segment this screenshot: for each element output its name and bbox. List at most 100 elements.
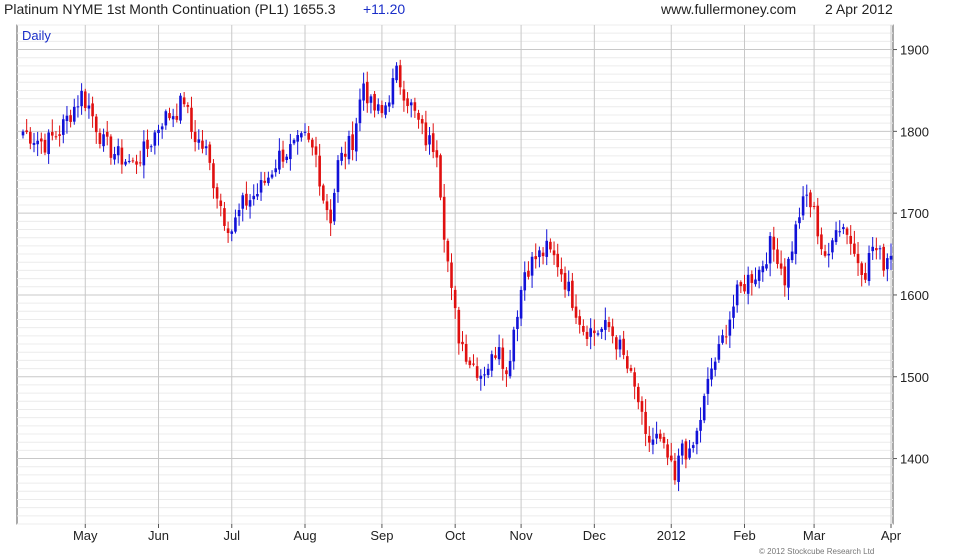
candle-body xyxy=(622,338,625,355)
candle-body xyxy=(713,361,717,370)
candle-body xyxy=(69,115,72,122)
website-label: www.fullermoney.com xyxy=(661,1,797,17)
y-tick-label: 1500 xyxy=(900,370,929,385)
candle-body xyxy=(549,241,552,250)
candle-body xyxy=(761,266,765,273)
candle-body xyxy=(468,360,472,366)
candle-body xyxy=(428,135,431,145)
candle-body xyxy=(765,264,768,269)
candle-body xyxy=(322,185,325,201)
candle-body xyxy=(677,455,680,482)
candle-body xyxy=(256,193,259,197)
candle-body xyxy=(680,443,684,456)
candle-body xyxy=(171,116,175,120)
candle-body xyxy=(658,433,662,439)
candle-body xyxy=(149,146,153,148)
y-tick-label: 1800 xyxy=(900,124,929,139)
candle-body xyxy=(864,272,867,280)
candle-body xyxy=(823,251,827,256)
candle-body xyxy=(219,200,223,207)
candle-body xyxy=(593,330,596,334)
candle-body xyxy=(190,107,193,132)
price-change: +11.20 xyxy=(363,1,406,17)
candle-body xyxy=(604,320,607,330)
candle-body xyxy=(179,95,182,121)
candle-body xyxy=(98,132,102,144)
x-tick-label: 2012 xyxy=(657,528,686,543)
candle-body xyxy=(457,309,461,344)
candle-body xyxy=(124,161,127,165)
candle-body xyxy=(109,136,113,158)
chart-header: Platinum NYME 1st Month Continuation (PL… xyxy=(0,0,980,24)
candle-body xyxy=(241,195,245,209)
x-tick-label: Jul xyxy=(223,528,240,543)
candle-body xyxy=(120,147,124,165)
candle-body xyxy=(867,253,871,282)
candle-body xyxy=(289,144,292,160)
candle-body xyxy=(362,83,365,101)
candle-body xyxy=(72,106,76,122)
candle-body xyxy=(640,401,644,412)
x-tick-label: Mar xyxy=(803,528,826,543)
candle-body xyxy=(878,248,882,250)
candle-body xyxy=(838,231,842,233)
candle-body xyxy=(768,236,772,264)
candle-body xyxy=(58,134,61,136)
candle-body xyxy=(263,180,267,183)
candle-body xyxy=(168,113,171,119)
candle-body xyxy=(446,240,450,262)
chart-date: 2 Apr 2012 xyxy=(825,1,893,17)
candle-body xyxy=(787,258,790,288)
candle-body xyxy=(285,156,288,160)
candle-body xyxy=(688,448,691,458)
candle-body xyxy=(453,289,457,309)
candle-body xyxy=(743,284,746,292)
candle-body xyxy=(497,347,501,360)
candle-body xyxy=(636,386,640,403)
candle-body xyxy=(875,248,878,251)
candle-body xyxy=(776,249,779,264)
candle-body xyxy=(80,90,83,107)
x-tick-label: Nov xyxy=(510,528,534,543)
candle-body xyxy=(508,361,512,377)
candle-body xyxy=(43,139,47,153)
candle-body xyxy=(552,250,556,256)
candle-body xyxy=(252,195,256,200)
candle-body xyxy=(556,253,560,268)
candle-body xyxy=(545,240,549,257)
candle-body xyxy=(127,160,131,162)
candle-body xyxy=(560,268,563,275)
x-tick-label: Feb xyxy=(733,528,755,543)
candle-body xyxy=(629,368,633,371)
candle-body xyxy=(596,333,600,335)
candle-body xyxy=(300,133,303,138)
candle-body xyxy=(157,129,160,134)
candle-body xyxy=(882,246,885,271)
candle-body xyxy=(314,146,318,155)
candle-body xyxy=(223,208,226,226)
candle-body xyxy=(582,326,585,332)
candle-body xyxy=(699,419,702,431)
candle-body xyxy=(292,140,296,144)
candle-body xyxy=(519,289,523,319)
candle-body xyxy=(523,272,527,291)
candle-body xyxy=(431,133,435,153)
x-tick-label: Sep xyxy=(370,528,393,543)
candle-body xyxy=(281,149,285,162)
candle-body xyxy=(65,115,69,122)
candle-body xyxy=(164,111,168,126)
candle-body xyxy=(201,140,204,149)
candle-body xyxy=(486,368,490,376)
candle-body xyxy=(827,253,831,256)
candle-body xyxy=(695,430,699,445)
candle-body xyxy=(512,329,516,362)
candle-body xyxy=(750,274,754,283)
candle-body xyxy=(585,331,589,340)
candle-body xyxy=(856,253,860,264)
candle-body xyxy=(691,445,695,448)
candle-body xyxy=(146,139,149,149)
candle-body xyxy=(472,363,475,365)
candle-body xyxy=(673,460,677,481)
candle-body xyxy=(32,142,36,145)
